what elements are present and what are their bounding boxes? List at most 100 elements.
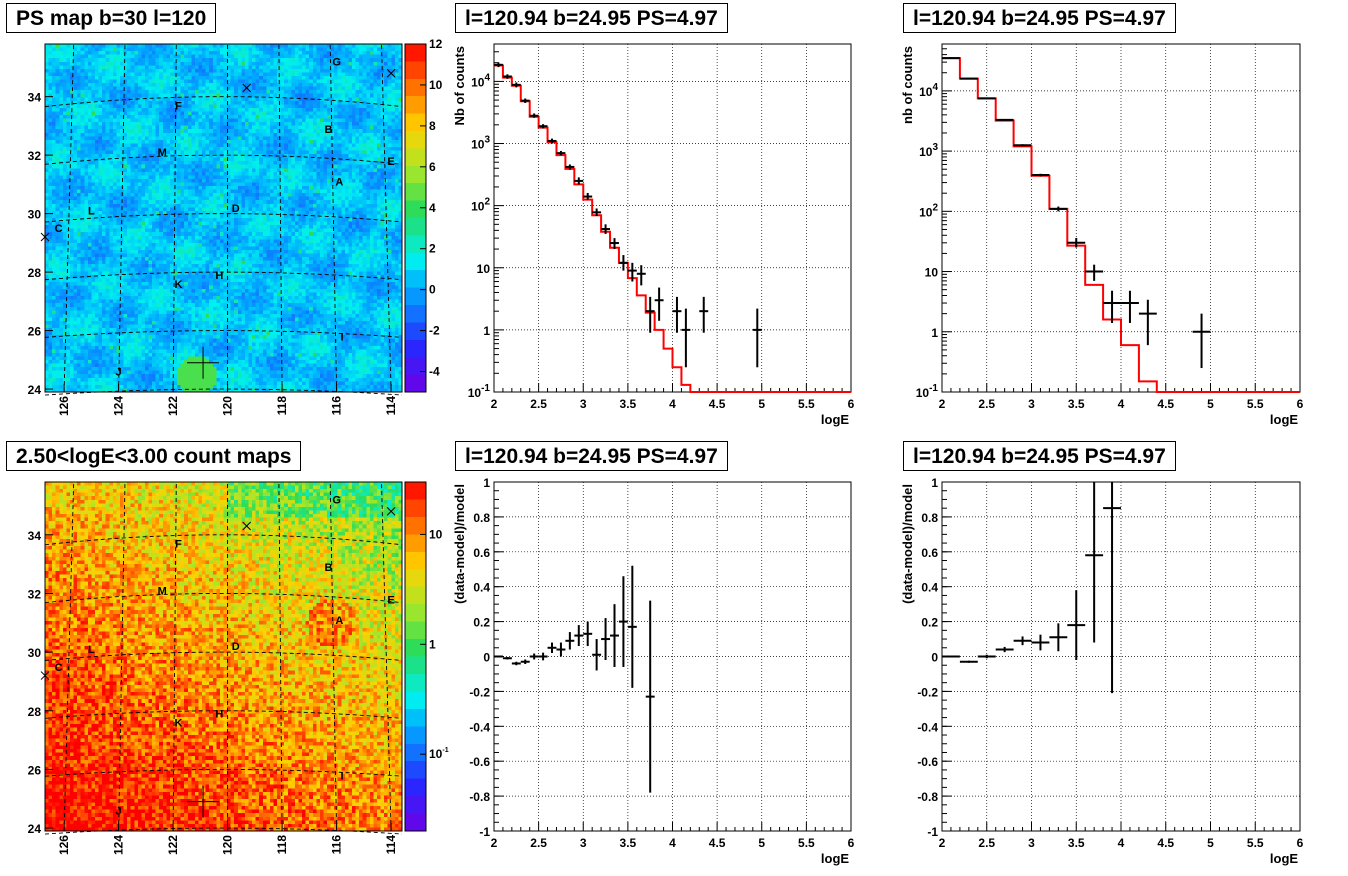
map1-cell	[127, 182, 131, 186]
map1-cell	[306, 58, 310, 62]
map1-cell	[124, 62, 128, 66]
map1-cell	[152, 175, 156, 179]
map1-cell	[302, 94, 306, 98]
map1-cell	[124, 179, 128, 183]
map1-cell	[284, 51, 288, 55]
map1-cell	[56, 154, 60, 158]
map1-cell	[224, 211, 228, 215]
map1-cell	[284, 158, 288, 162]
map1-cell	[295, 72, 299, 76]
map1-cell	[306, 122, 310, 126]
map1-cell	[266, 193, 270, 197]
map1-cell	[259, 200, 263, 204]
map1-cell	[195, 97, 199, 101]
map1-cell	[313, 214, 317, 218]
map1-cell	[377, 147, 381, 151]
map1-cell	[391, 108, 395, 112]
map1-cell	[284, 101, 288, 105]
map1-cell	[66, 48, 70, 52]
map1-cell	[313, 83, 317, 87]
map1-cell	[266, 90, 270, 94]
map1-cell	[231, 214, 235, 218]
map1-cell	[188, 161, 192, 165]
map1-cell	[141, 172, 145, 176]
map1-cell	[363, 48, 367, 52]
map1-cell	[309, 48, 313, 52]
map1-cell	[220, 218, 224, 222]
map1-cell	[149, 218, 153, 222]
map1-cell	[270, 143, 274, 147]
map1-cell	[120, 126, 124, 130]
map1-cell	[199, 119, 203, 123]
map1-cell	[302, 62, 306, 66]
map1-cell	[306, 204, 310, 208]
map1-cell	[298, 207, 302, 211]
map1-cell	[248, 200, 252, 204]
map1-cell	[284, 62, 288, 66]
map1-cell	[170, 136, 174, 140]
map1-cell	[138, 197, 142, 201]
map1-cell	[298, 108, 302, 112]
map1-cell	[395, 179, 399, 183]
map1-cell	[124, 168, 128, 172]
map1-cell	[284, 175, 288, 179]
map1-cell	[77, 179, 81, 183]
map1-cell	[252, 207, 256, 211]
map1-cell	[156, 218, 160, 222]
map1-cell	[295, 211, 299, 215]
map1-cell	[66, 55, 70, 59]
map1-cell	[309, 133, 313, 137]
map1-cell	[309, 51, 313, 55]
map1-cell	[270, 76, 274, 80]
map1-cell	[106, 72, 110, 76]
map1-cell	[373, 80, 377, 84]
map1-cell	[199, 126, 203, 130]
map1-cell	[156, 182, 160, 186]
map1-cell	[320, 90, 324, 94]
map1-cell	[313, 207, 317, 211]
map1-cell	[59, 143, 63, 147]
map1-cell	[359, 48, 363, 52]
map1-cell	[320, 140, 324, 144]
map1-cell	[352, 175, 356, 179]
map1-cell	[352, 200, 356, 204]
map1-cell	[281, 76, 285, 80]
map1-cell	[395, 101, 399, 105]
map1-cell	[138, 62, 142, 66]
map1-cell	[273, 214, 277, 218]
map1-cell	[309, 90, 313, 94]
map1-cell	[266, 83, 270, 87]
map1-cell	[384, 83, 388, 87]
map1-cell	[152, 101, 156, 105]
map1-cell	[241, 147, 245, 151]
map1-cell	[309, 172, 313, 176]
map1-cell	[266, 136, 270, 140]
map1-cell	[124, 154, 128, 158]
map1-cell	[338, 94, 342, 98]
map1-cell	[238, 126, 242, 130]
map1-cell	[45, 65, 49, 69]
map1-cell	[202, 172, 206, 176]
map1-cell	[95, 119, 99, 123]
map1-cell	[241, 211, 245, 215]
map1-cell	[302, 122, 306, 126]
map1-cell	[56, 101, 60, 105]
map1-cell	[366, 175, 370, 179]
map1-cell	[298, 55, 302, 59]
map1-cell	[116, 197, 120, 201]
map1-cell	[263, 104, 267, 108]
map1-cell	[99, 69, 103, 73]
map1-cell	[56, 55, 60, 59]
map1-cell	[356, 97, 360, 101]
map1-cell	[238, 69, 242, 73]
map1-cell	[74, 58, 78, 62]
map1-cell	[348, 218, 352, 222]
map1-cell	[77, 58, 81, 62]
map1-cell	[74, 87, 78, 91]
map1-cell	[359, 154, 363, 158]
map1-cell	[77, 122, 81, 126]
map1-cell	[138, 44, 142, 48]
map1-cell	[141, 211, 145, 215]
map1-cell	[213, 122, 217, 126]
map1-cell	[306, 115, 310, 119]
